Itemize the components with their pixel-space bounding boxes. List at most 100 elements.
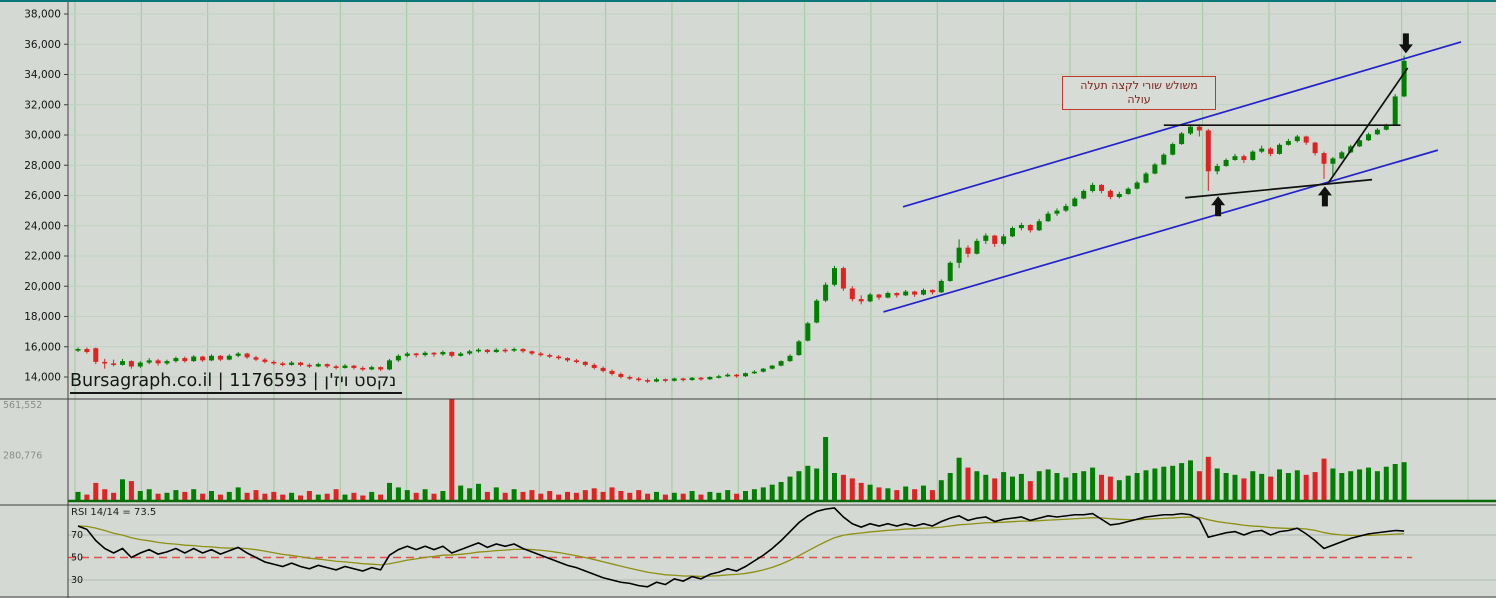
candle-body	[689, 377, 695, 381]
candle-body	[778, 361, 784, 366]
candle-body	[360, 367, 366, 370]
volume-bar	[591, 488, 597, 500]
volume-bar	[413, 492, 419, 500]
volume-bar	[1321, 458, 1327, 500]
candle-body	[1045, 213, 1051, 222]
candle-body	[992, 235, 998, 244]
candle-body	[511, 349, 517, 351]
candle-body	[529, 351, 535, 354]
volume-bar	[921, 485, 926, 500]
rsi-line	[77, 507, 1405, 588]
volume-bar	[1107, 476, 1113, 500]
candle-body	[217, 355, 223, 360]
volume-bar	[120, 479, 125, 500]
candle-body	[404, 353, 410, 356]
volume-bar	[404, 490, 410, 500]
volume-bar	[1392, 464, 1398, 500]
candle-body	[680, 378, 686, 381]
volume-bar	[680, 493, 686, 500]
candle-body	[262, 359, 268, 362]
volume-bar	[1045, 469, 1051, 500]
candle-body	[484, 349, 490, 353]
candle-body	[832, 268, 837, 285]
candle-body	[298, 362, 303, 365]
volume-bar	[1134, 473, 1140, 500]
volume-bar	[1081, 471, 1087, 500]
candle-body	[1134, 182, 1140, 189]
volume-bar	[1116, 480, 1122, 500]
candle-body	[102, 361, 108, 364]
candle-body	[1259, 148, 1265, 152]
volume-axis-label: 280,776	[3, 450, 42, 461]
volume-bar	[565, 491, 570, 500]
annotation-text-line2: עולה	[1127, 93, 1151, 106]
candle-body	[974, 240, 980, 254]
candle-body	[796, 341, 802, 356]
volume-bar	[226, 491, 232, 500]
candle-body	[1099, 184, 1104, 191]
volume-bar	[832, 473, 837, 500]
volume-bar	[1330, 468, 1336, 500]
volume-bar	[1179, 463, 1185, 500]
rsi-indicator-label: RSI 14/14 = 73.5	[71, 507, 157, 518]
volume-bar	[173, 490, 179, 500]
candle-body	[921, 290, 926, 295]
volume-bar	[1259, 473, 1265, 500]
price-axis-label: 20,000	[24, 281, 61, 293]
candle-body	[582, 361, 588, 365]
volume-axis-label: 561,552	[3, 400, 42, 411]
volume-bar	[645, 493, 651, 500]
volume-bar	[760, 487, 766, 500]
candle-body	[538, 353, 544, 356]
volume-bar	[1054, 473, 1060, 500]
volume-bar	[1303, 474, 1309, 500]
volume-bar	[556, 494, 562, 500]
volume-bar	[146, 489, 152, 500]
volume-bar	[449, 398, 455, 500]
candle-body	[1018, 224, 1024, 229]
candle-body	[805, 323, 811, 341]
candle-body	[493, 349, 499, 353]
candle-body	[120, 361, 125, 365]
candle-body	[769, 365, 775, 369]
volume-bar	[1294, 470, 1300, 500]
volume-bar	[743, 491, 748, 500]
candle-body	[431, 352, 437, 355]
volume-bar	[502, 492, 508, 500]
candle-body	[458, 353, 464, 356]
volume-bar	[440, 491, 446, 500]
candle-body	[1143, 173, 1149, 183]
volume-bar	[1348, 471, 1354, 500]
candle-body	[306, 364, 312, 367]
volume-bar	[689, 491, 695, 500]
candle-body	[823, 284, 829, 301]
candle-body	[734, 374, 740, 377]
candle-body	[1196, 126, 1202, 131]
candle-body	[956, 247, 962, 263]
volume-bar	[1090, 467, 1096, 500]
candle-body	[1001, 236, 1007, 244]
candle-body	[1401, 60, 1407, 97]
volume-bar	[1072, 473, 1078, 500]
candle-body	[1223, 159, 1229, 167]
candle-body	[413, 353, 419, 356]
price-axis-label: 34,000	[24, 69, 61, 81]
candle-body	[226, 355, 232, 360]
volume-bar	[128, 481, 134, 500]
candle-body	[903, 291, 909, 296]
volume-bar	[983, 474, 989, 500]
volume-bar	[1001, 472, 1007, 500]
annotation-box: משולש שורי לקצה תעלה עולה	[1062, 76, 1216, 110]
volume-bar	[458, 485, 464, 500]
volume-bar	[93, 482, 99, 500]
candle-body	[565, 358, 570, 361]
volume-bar	[885, 488, 891, 500]
volume-bar	[1339, 473, 1345, 500]
candle-body	[1285, 141, 1291, 145]
volume-bar	[1268, 476, 1274, 500]
candle-body	[983, 235, 989, 241]
up-arrow	[1317, 186, 1332, 207]
volume-bar	[280, 494, 286, 500]
